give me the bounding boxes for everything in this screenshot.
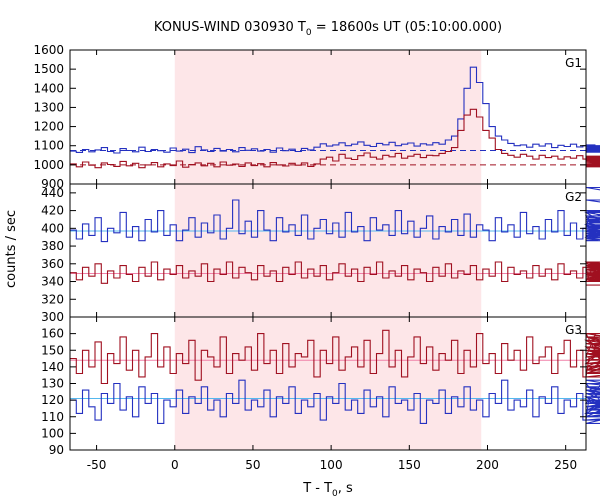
- frame-layer: [69, 49, 587, 451]
- x-axis-label-rest: , s: [338, 481, 353, 496]
- x-tick-label: 50: [245, 458, 260, 472]
- y-tick-label: 90: [49, 443, 64, 457]
- chart-title-main: KONUS-WIND 030930 T: [154, 20, 306, 35]
- y-tick-label: 340: [41, 275, 64, 289]
- y-tick-label: 110: [41, 410, 64, 424]
- panel-label-g1: G1: [565, 56, 582, 70]
- y-tick-label: 120: [41, 393, 64, 407]
- chart-title: KONUS-WIND 030930 T0 = 18600s UT (05:10:…: [154, 20, 502, 38]
- y-tick-label: 420: [41, 204, 64, 218]
- lightcurve-g2-red: [70, 261, 600, 286]
- y-tick-label: 1100: [33, 139, 64, 153]
- x-axis-label-main: T - T: [302, 481, 332, 496]
- panel-label-g3: G3: [565, 323, 582, 337]
- y-tick-label: 1000: [33, 158, 64, 172]
- y-tick-label: 440: [41, 186, 64, 200]
- x-axis-label-subscript: 0: [332, 489, 338, 499]
- x-tick-label: 150: [398, 458, 421, 472]
- x-tick-label: 250: [554, 458, 577, 472]
- y-tick-label: 150: [41, 343, 64, 357]
- lightcurve-g1-blue: [70, 66, 600, 154]
- y-tick-label: 140: [41, 360, 64, 374]
- chart-title-rest: = 18600s UT (05:10:00.000): [312, 20, 502, 35]
- y-tick-label: 1600: [33, 43, 64, 57]
- y-tick-label: 900: [41, 177, 64, 191]
- panel-label-g2: G2: [565, 190, 582, 204]
- shaded-interval-g3: [174, 317, 482, 450]
- x-tick-label: 0: [171, 458, 179, 472]
- chart-title-subscript: 0: [306, 28, 312, 38]
- y-tick-label: 1500: [33, 62, 64, 76]
- text-layer: KONUS-WIND 030930 T0 = 18600s UT (05:10:…: [4, 20, 582, 499]
- y-tick-label: 160: [41, 327, 64, 341]
- y-tick-label: 380: [41, 239, 64, 253]
- lightcurve-g2-blue: [70, 186, 600, 243]
- lightcurve-g1-red: [70, 108, 600, 169]
- lightcurve-g3-blue: [70, 379, 600, 424]
- x-axis-label: T - T0, s: [302, 481, 353, 499]
- y-tick-label: 130: [41, 377, 64, 391]
- lightcurve-g3-red: [70, 329, 600, 385]
- series-layer: [70, 66, 600, 424]
- y-tick-label: 320: [41, 292, 64, 306]
- y-axis-label: counts / sec: [4, 210, 19, 288]
- y-tick-label: 400: [41, 221, 64, 235]
- y-tick-label: 300: [41, 310, 64, 324]
- shaded-interval-g1: [174, 50, 482, 184]
- shaded-interval-g2: [174, 184, 482, 317]
- x-tick-label: 200: [476, 458, 499, 472]
- x-tick-label: -50: [87, 458, 107, 472]
- shade-layer: [174, 50, 482, 450]
- y-tick-label: 1200: [33, 120, 64, 134]
- y-tick-label: 1400: [33, 81, 64, 95]
- y-tick-label: 360: [41, 257, 64, 271]
- y-tick-label: 100: [41, 426, 64, 440]
- y-tick-label: 1300: [33, 100, 64, 114]
- x-tick-label: 100: [320, 458, 343, 472]
